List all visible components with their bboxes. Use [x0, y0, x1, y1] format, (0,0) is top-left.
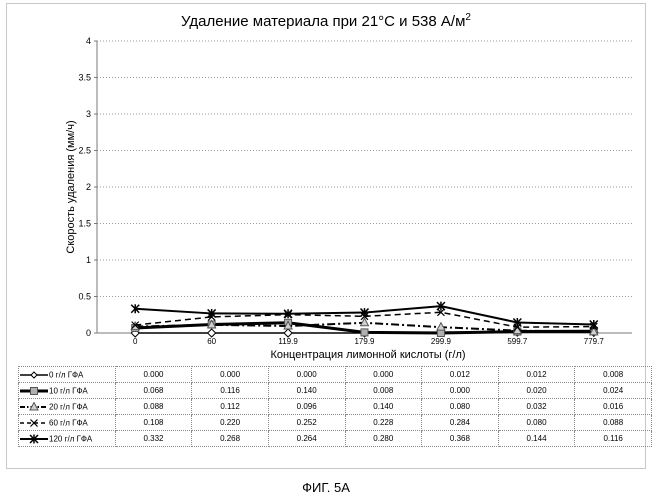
x-tick-label: 599.7 — [507, 337, 528, 346]
plot-area: 0 0.5 1 1.5 2 2.5 3 3.5 4 0 60 119.9 179.9 299.9 599.… — [0, 0, 652, 366]
legend-label: 60 г/л ГФА — [49, 418, 88, 427]
data-cell: 0.280 — [345, 431, 422, 447]
table-row: 0 г/л ГФА0.0000.0000.0000.0000.0120.0120… — [19, 367, 652, 383]
table-row: 60 г/л ГФА 0.1080.2200.2520.2280.2840.080… — [19, 415, 652, 431]
x-tick-label: 119.9 — [278, 337, 298, 346]
data-cell: 0.080 — [422, 399, 499, 415]
data-cell: 0.284 — [422, 415, 499, 431]
data-cell: 0.116 — [575, 431, 652, 447]
data-cell: 0.024 — [575, 383, 652, 399]
data-cell: 0.220 — [192, 415, 269, 431]
data-cell: 0.108 — [115, 415, 192, 431]
data-cell: 0.080 — [498, 415, 575, 431]
x-tick-label: 60 — [207, 337, 216, 346]
legend-entry: 0 г/л ГФА — [19, 367, 116, 383]
data-cell: 0.008 — [575, 367, 652, 383]
y-tick-label: 1.5 — [78, 219, 91, 229]
data-cell: 0.112 — [192, 399, 269, 415]
legend-key — [19, 418, 49, 428]
marker-square — [31, 387, 38, 394]
y-tick-label: 3 — [86, 109, 91, 119]
data-cell: 0.016 — [575, 399, 652, 415]
legend-key — [19, 386, 49, 396]
series-layer — [131, 302, 598, 337]
y-tick-label: 0 — [86, 328, 91, 338]
legend-key-svg — [19, 418, 49, 428]
y-tick-label: 1 — [86, 255, 91, 265]
data-cell: 0.000 — [345, 367, 422, 383]
data-cell: 0.032 — [498, 399, 575, 415]
legend-label: 120 г/л ГФА — [49, 434, 92, 443]
data-cell: 0.088 — [575, 415, 652, 431]
legend-entry: 20 г/л ГФА — [19, 399, 116, 415]
data-cell: 0.096 — [268, 399, 345, 415]
data-cell: 0.000 — [115, 367, 192, 383]
legend-key — [19, 402, 49, 412]
legend-key-svg — [19, 434, 49, 444]
data-cell: 0.228 — [345, 415, 422, 431]
marker-diamond — [31, 372, 37, 378]
y-axis-label: Скорость удаления (мм/ч) — [65, 120, 77, 253]
x-axis-label: Концентрация лимонной кислоты (г/л) — [270, 349, 465, 361]
data-cell: 0.088 — [115, 399, 192, 415]
legend-key — [19, 370, 49, 380]
legend-label: 20 г/л ГФА — [49, 402, 88, 411]
legend-label: 10 г/л ГФА — [49, 386, 88, 395]
data-cell: 0.000 — [192, 367, 269, 383]
x-tick-label: 179.9 — [354, 337, 375, 346]
table-row: 20 г/л ГФА 0.0880.1120.0960.1400.0800.032… — [19, 399, 652, 415]
marker-diamond — [208, 329, 216, 337]
legend-key-svg — [19, 386, 49, 396]
grid-lines — [97, 41, 632, 297]
x-tick-label: 0 — [133, 337, 138, 346]
legend-entry: 120 г/л ГФА — [19, 431, 116, 447]
data-cell: 0.144 — [498, 431, 575, 447]
data-cell: 0.116 — [192, 383, 269, 399]
data-cell: 0.000 — [268, 367, 345, 383]
data-cell: 0.140 — [345, 399, 422, 415]
data-cell: 0.368 — [422, 431, 499, 447]
data-cell: 0.020 — [498, 383, 575, 399]
data-cell: 0.268 — [192, 431, 269, 447]
data-cell: 0.012 — [422, 367, 499, 383]
data-table: 0 г/л ГФА0.0000.0000.0000.0000.0120.0120… — [18, 366, 652, 447]
table-row: 10 г/л ГФА 0.0680.1160.1400.0080.0000.020… — [19, 383, 652, 399]
data-cell: 0.140 — [268, 383, 345, 399]
y-tick-label: 2.5 — [78, 146, 91, 156]
y-tick-label: 2 — [86, 182, 91, 192]
data-cell: 0.012 — [498, 367, 575, 383]
data-cell: 0.332 — [115, 431, 192, 447]
legend-entry: 60 г/л ГФА — [19, 415, 116, 431]
x-tick-label: 299.9 — [431, 337, 452, 346]
legend-entry: 10 г/л ГФА — [19, 383, 116, 399]
y-tick-label: 0.5 — [78, 292, 91, 302]
y-tick-label: 3.5 — [78, 73, 91, 83]
marker-diamond — [284, 329, 292, 337]
table-row: 120 г/л ГФА 0.3320.2680.2640.2800.3680.14… — [19, 431, 652, 447]
legend-key — [19, 434, 49, 444]
x-tick-label: 779.7 — [584, 337, 605, 346]
legend-label: 0 г/л ГФА — [49, 370, 83, 379]
legend-key-svg — [19, 402, 49, 412]
data-cell: 0.252 — [268, 415, 345, 431]
data-cell: 0.008 — [345, 383, 422, 399]
data-cell: 0.068 — [115, 383, 192, 399]
marker-square — [361, 329, 368, 336]
legend-key-svg — [19, 370, 49, 380]
data-cell: 0.000 — [422, 383, 499, 399]
y-axis: 0 0.5 1 1.5 2 2.5 3 3.5 4 — [78, 36, 97, 338]
y-tick-label: 4 — [86, 36, 91, 46]
figure-caption: ФИГ. 5А — [0, 480, 652, 495]
data-cell: 0.264 — [268, 431, 345, 447]
